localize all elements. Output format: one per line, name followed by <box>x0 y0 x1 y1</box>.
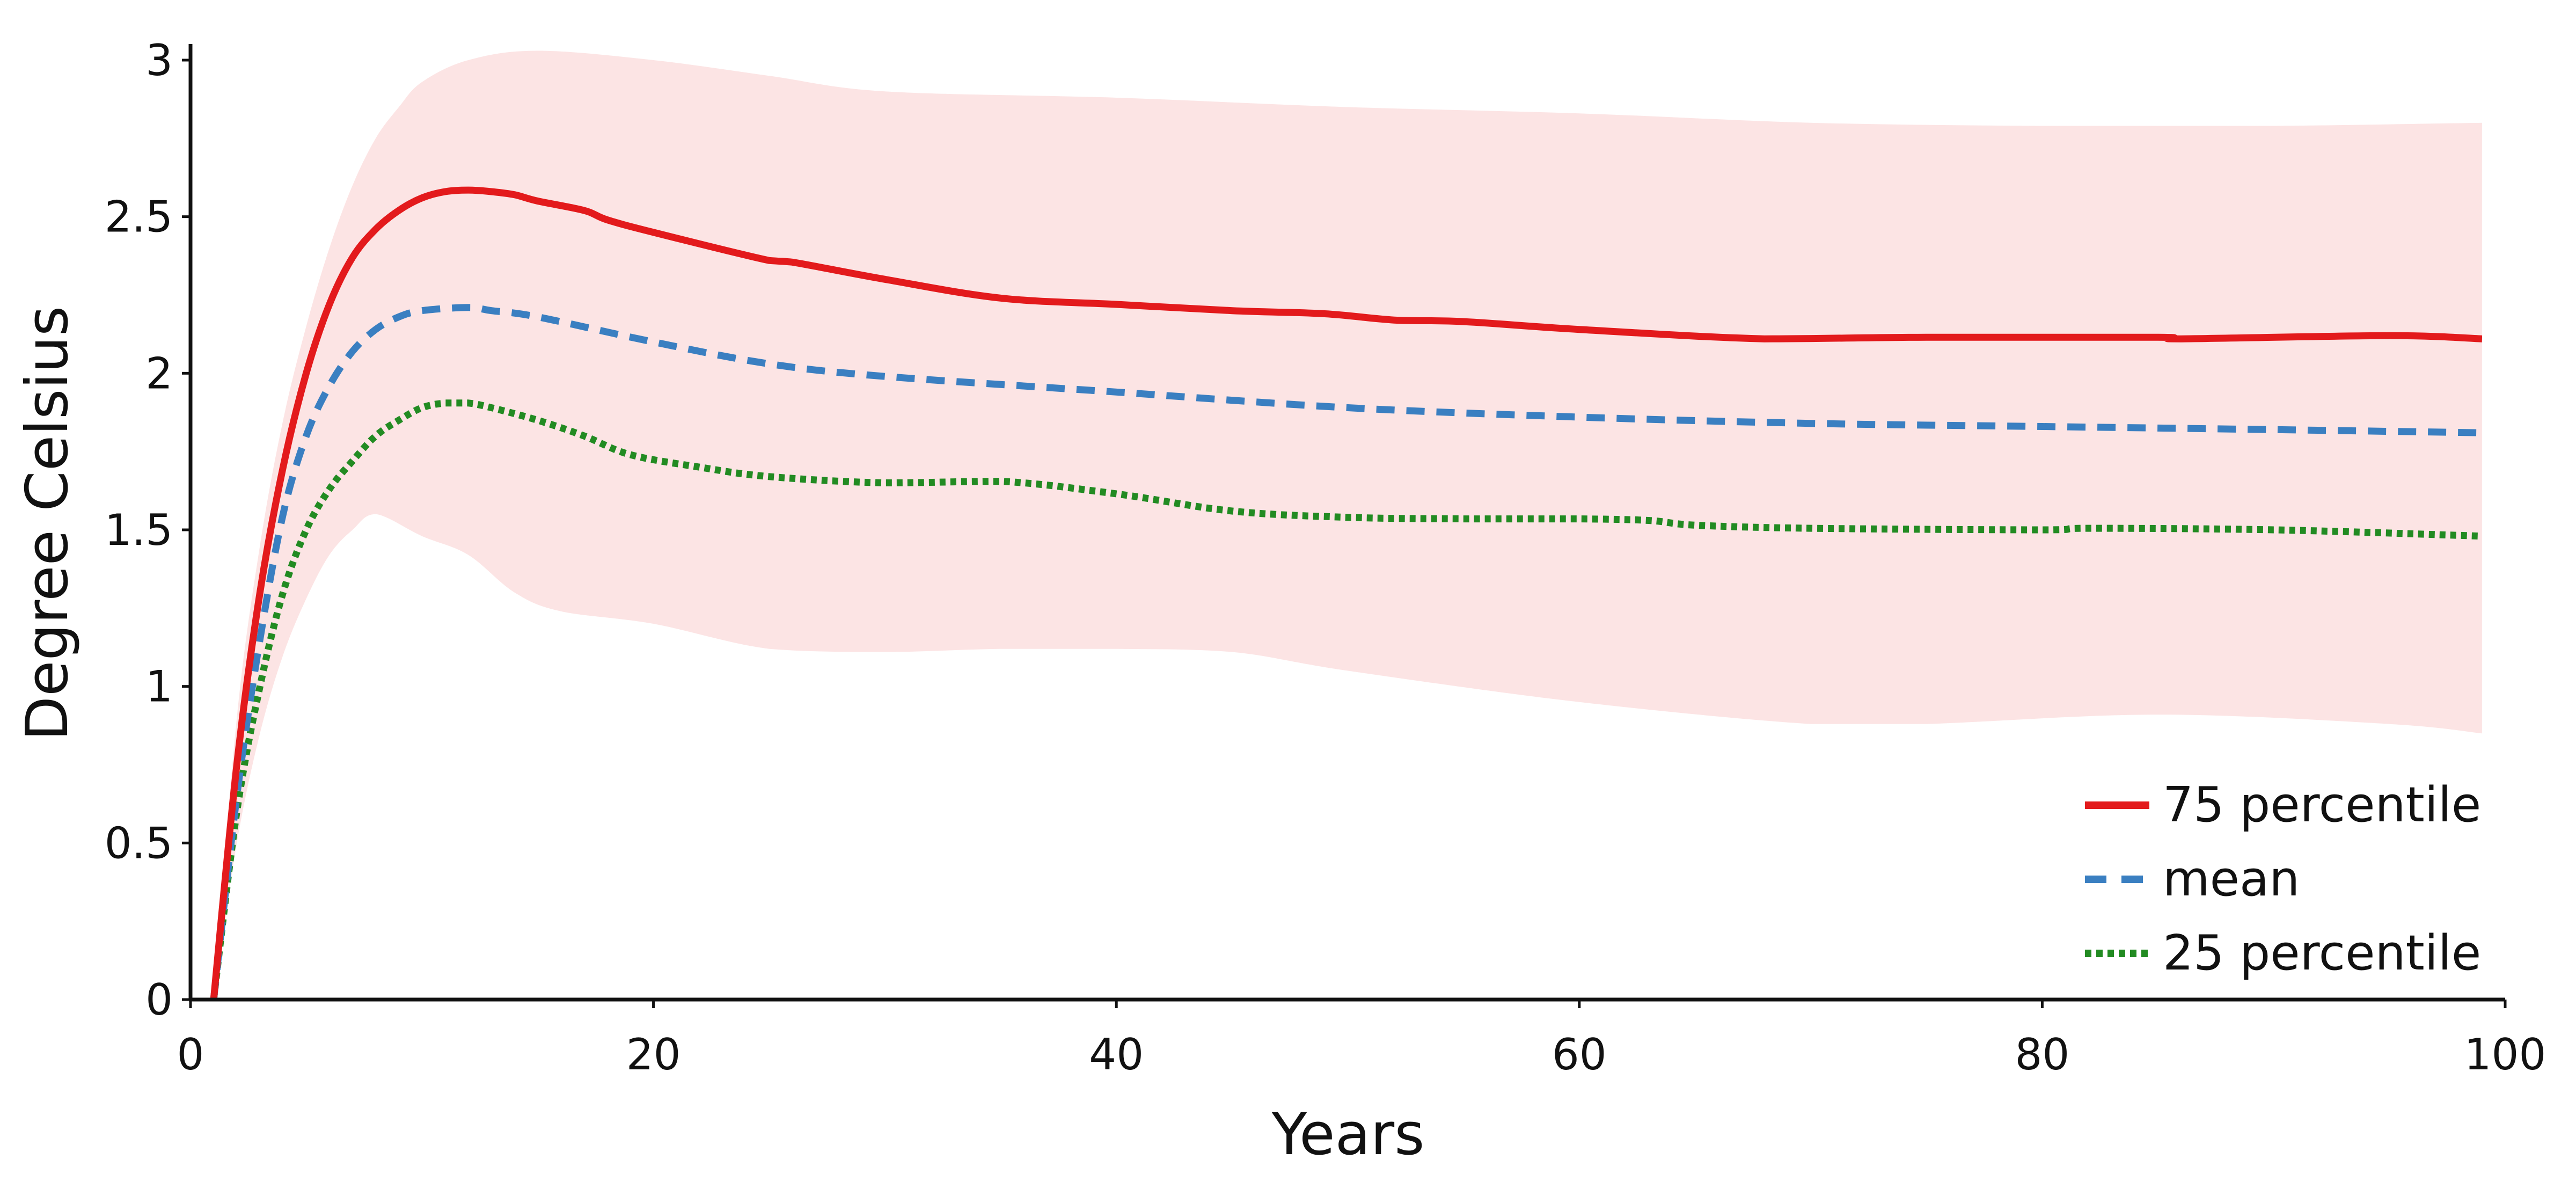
y-axis-title: Degree Celsius <box>14 306 81 741</box>
x-tick-label: 20 <box>626 1030 681 1080</box>
percentile-band-layer <box>214 50 2482 1000</box>
x-tick-label: 0 <box>177 1030 204 1080</box>
series-line-mean <box>210 304 2483 1000</box>
x-tick-label: 40 <box>1089 1030 1144 1080</box>
legend: 75 percentile mean 25 percentile <box>2085 777 2481 981</box>
x-axis-title: Years <box>1271 1101 1425 1168</box>
axes-layer <box>188 44 2505 1002</box>
y-tick-label: 0.5 <box>105 818 173 868</box>
x-tick-label: 60 <box>1552 1030 1607 1080</box>
legend-label: mean <box>2163 851 2300 907</box>
series-line-25-percentile <box>210 399 2483 1000</box>
legend-label: 75 percentile <box>2163 777 2481 833</box>
y-tick-label: 0 <box>145 975 173 1025</box>
y-tick-label: 1 <box>145 662 173 712</box>
x-tick-label: 100 <box>2464 1030 2546 1080</box>
y-tick-label: 3 <box>145 35 173 85</box>
y-tick-label: 2.5 <box>105 192 173 242</box>
series-layer <box>210 186 2483 1000</box>
series-line-75-percentile <box>210 186 2483 1000</box>
y-tick-label: 1.5 <box>105 505 173 555</box>
percentile-band-area <box>214 50 2482 1000</box>
tick-layer: 0 20 40 60 80 100 0 0.5 1 1.5 2 2.5 3 <box>105 35 2546 1080</box>
legend-label: 25 percentile <box>2163 925 2481 981</box>
x-tick-label: 80 <box>2015 1030 2070 1080</box>
y-tick-label: 2 <box>145 348 173 398</box>
